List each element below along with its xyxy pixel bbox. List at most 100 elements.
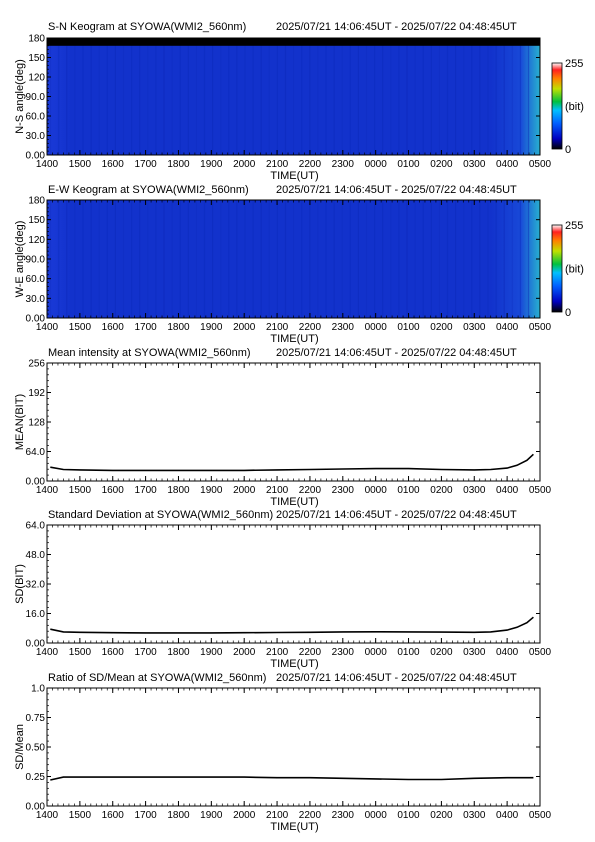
panel-3: Mean intensity at SYOWA(WMI2_560nm) 2025/… bbox=[14, 347, 552, 508]
keogram-stripe bbox=[398, 200, 400, 318]
x-axis-label: TIME(UT) bbox=[270, 658, 318, 670]
keogram-stripe bbox=[220, 38, 222, 155]
panel-4: Standard Deviation at SYOWA(WMI2_560nm) 2… bbox=[14, 509, 552, 670]
y-tick-label: 64.0 bbox=[26, 521, 46, 532]
keogram-stripe bbox=[98, 38, 100, 155]
x-tick-label: 2100 bbox=[266, 159, 289, 170]
keogram-stripe bbox=[511, 38, 513, 155]
x-tick-label: 2300 bbox=[332, 322, 355, 333]
keogram-stripe bbox=[195, 200, 197, 318]
panel-time-range: 2025/07/21 14:06:45UT - 2025/07/22 04:48… bbox=[276, 672, 517, 684]
x-tick-label: 1600 bbox=[102, 322, 125, 333]
keogram-stripe bbox=[106, 200, 108, 318]
keogram-stripe bbox=[487, 200, 489, 318]
panel-2: E-W Keogram at SYOWA(WMI2_560nm) 2025/07/… bbox=[14, 184, 584, 345]
y-tick-label: 0.00 bbox=[26, 151, 46, 162]
keogram-stripe bbox=[260, 200, 262, 318]
keogram-stripe bbox=[438, 200, 440, 318]
panel-time-range: 2025/07/21 14:06:45UT - 2025/07/22 04:48… bbox=[276, 184, 517, 196]
keogram-stripe bbox=[317, 38, 319, 155]
keogram-stripe bbox=[309, 38, 311, 155]
keogram-stripe bbox=[382, 38, 384, 155]
keogram-stripe bbox=[503, 38, 505, 155]
y-tick-label: 64.0 bbox=[26, 447, 46, 458]
data-line bbox=[50, 776, 534, 781]
panel-time-range: 2025/07/21 14:06:45UT - 2025/07/22 04:48… bbox=[276, 347, 517, 359]
keogram-stripe bbox=[357, 200, 359, 318]
y-tick-label: 60.0 bbox=[26, 112, 46, 123]
keogram-stripe bbox=[365, 38, 368, 155]
x-tick-label: 2200 bbox=[299, 159, 322, 170]
y-axis-label: W-E angle(deg) bbox=[14, 221, 26, 298]
keogram-stripe bbox=[293, 38, 295, 155]
x-tick-label: 1500 bbox=[69, 159, 92, 170]
keogram-stripe bbox=[82, 200, 84, 318]
y-tick-label: 1.0 bbox=[31, 684, 45, 695]
keogram-stripe bbox=[276, 38, 278, 155]
x-tick-label: 1600 bbox=[102, 647, 125, 658]
keogram-stripe bbox=[236, 38, 238, 155]
x-tick-label: 1400 bbox=[36, 485, 59, 496]
keogram-stripe bbox=[228, 38, 230, 155]
x-tick-label: 0300 bbox=[463, 485, 486, 496]
keogram-stripe bbox=[131, 200, 133, 318]
keogram-stripe bbox=[341, 38, 343, 155]
keogram-stripe bbox=[446, 38, 449, 155]
y-axis-label: N-S angle(deg) bbox=[14, 59, 26, 134]
keogram-stripe bbox=[82, 38, 84, 155]
keogram-top-band bbox=[47, 38, 540, 46]
keogram-stripe bbox=[163, 200, 165, 318]
keogram-stripe bbox=[74, 38, 76, 155]
keogram-stripe bbox=[139, 38, 141, 155]
y-tick-label: 0.75 bbox=[26, 713, 46, 724]
keogram-stripe bbox=[374, 38, 376, 155]
keogram-stripe bbox=[317, 200, 319, 318]
panel-5: Ratio of SD/Mean at SYOWA(WMI2_560nm) 202… bbox=[14, 672, 552, 833]
keogram-stripe bbox=[309, 200, 311, 318]
keogram-image bbox=[47, 200, 540, 318]
x-tick-label: 1700 bbox=[134, 485, 157, 496]
y-tick-label: 30.0 bbox=[26, 294, 46, 305]
keogram-stripe bbox=[195, 38, 197, 155]
keogram-stripe bbox=[527, 38, 530, 155]
plot-frame bbox=[46, 687, 541, 807]
x-tick-label: 0400 bbox=[496, 485, 519, 496]
x-tick-label: 0100 bbox=[397, 810, 420, 821]
panel-title: E-W Keogram at SYOWA(WMI2_560nm) bbox=[48, 184, 249, 196]
x-tick-label: 0000 bbox=[365, 159, 388, 170]
y-tick-label: 32.0 bbox=[26, 580, 46, 591]
x-tick-label: 0300 bbox=[463, 810, 486, 821]
keogram-stripe bbox=[293, 200, 295, 318]
keogram-stripe bbox=[487, 38, 489, 155]
keogram-stripe bbox=[414, 38, 416, 155]
panel-title: Ratio of SD/Mean at SYOWA(WMI2_560nm) bbox=[48, 672, 266, 684]
colorbar bbox=[551, 62, 563, 150]
keogram-stripe bbox=[430, 200, 432, 318]
x-tick-label: 1400 bbox=[36, 159, 59, 170]
y-tick-label: 192 bbox=[28, 388, 45, 399]
data-line bbox=[50, 453, 534, 472]
x-tick-label: 2200 bbox=[299, 810, 322, 821]
y-tick-label: 48.0 bbox=[26, 550, 46, 561]
keogram-stripe bbox=[139, 200, 141, 318]
x-tick-label: 0500 bbox=[529, 159, 552, 170]
x-tick-label: 0200 bbox=[430, 810, 453, 821]
x-tick-label: 1600 bbox=[102, 159, 125, 170]
x-tick-label: 1400 bbox=[36, 322, 59, 333]
keogram-stripe bbox=[414, 200, 416, 318]
x-tick-label: 1400 bbox=[36, 810, 59, 821]
colorbar-min-label: 0 bbox=[565, 144, 571, 156]
x-tick-label: 0000 bbox=[365, 647, 388, 658]
keogram-stripe bbox=[58, 200, 60, 318]
y-tick-label: 90.0 bbox=[26, 255, 46, 266]
y-tick-label: 0.25 bbox=[26, 772, 46, 783]
keogram-stripe bbox=[98, 200, 100, 318]
x-tick-label: 1500 bbox=[69, 810, 92, 821]
keogram-stripe bbox=[220, 200, 222, 318]
x-tick-label: 1500 bbox=[69, 322, 92, 333]
keogram-stripe bbox=[519, 200, 521, 318]
colorbar-unit-label: (bit) bbox=[565, 264, 584, 276]
x-tick-label: 0100 bbox=[397, 647, 420, 658]
x-tick-label: 1800 bbox=[167, 647, 190, 658]
x-tick-label: 0000 bbox=[365, 322, 388, 333]
